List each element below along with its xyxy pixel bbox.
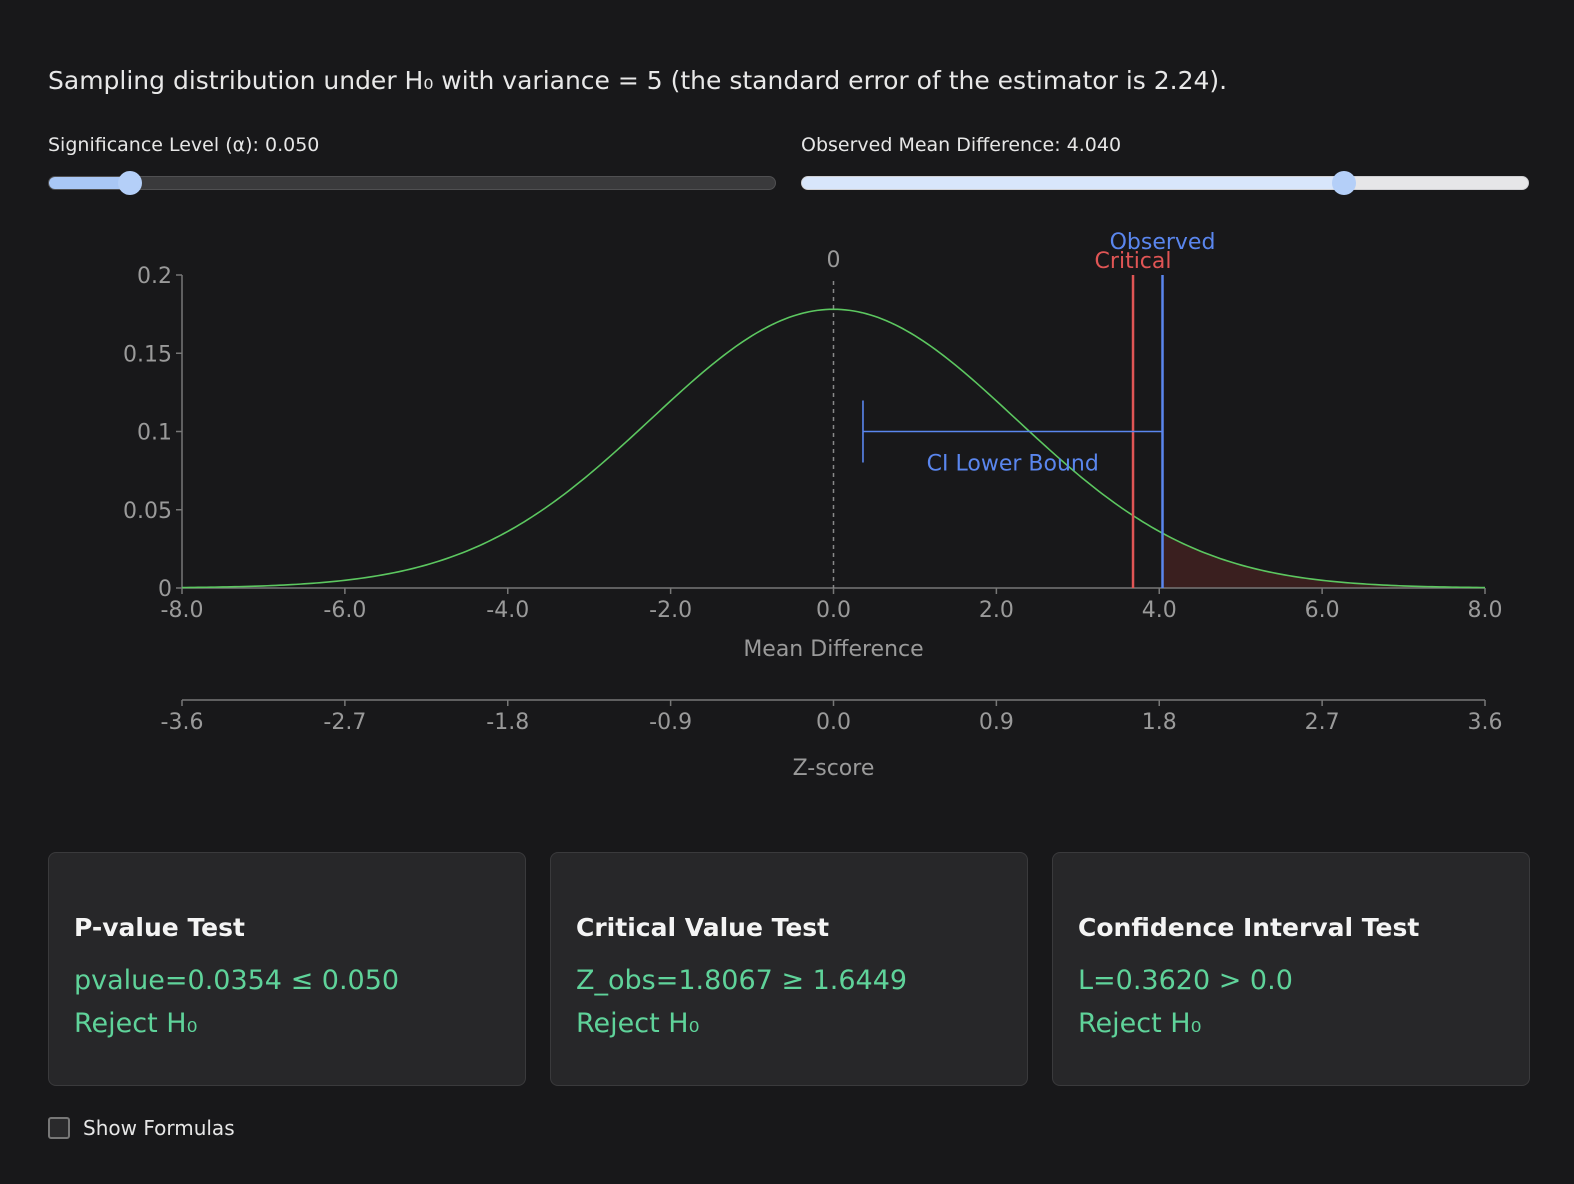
observed-slider-label: Observed Mean Difference: 4.040: [801, 134, 1122, 156]
x-tick-label: -8.0: [161, 598, 204, 623]
observed-label: Observed: [1110, 230, 1216, 255]
alpha-slider-label: Significance Level (α): 0.050: [48, 134, 320, 156]
z-tick-label: -1.8: [486, 710, 529, 735]
z-tick-label: 3.6: [1468, 710, 1503, 735]
z-axis-label: Z-score: [793, 756, 875, 781]
observed-slider[interactable]: [801, 171, 1529, 195]
card-result-value: L=0.3620 > 0.0: [1078, 965, 1293, 996]
observed-slider-group: Observed Mean Difference: 4.040: [801, 134, 1529, 195]
z-tick-label: 2.7: [1305, 710, 1340, 735]
y-tick-label: 0.1: [137, 421, 172, 446]
card-decision: Reject H₀: [74, 1008, 198, 1039]
alpha-slider[interactable]: [48, 171, 776, 195]
x-axis-label: Mean Difference: [743, 637, 923, 662]
x-tick-label: -2.0: [649, 598, 692, 623]
description-text: Sampling distribution under H₀ with vari…: [48, 66, 1228, 95]
x-tick-label: 0.0: [816, 598, 851, 623]
y-tick-label: 0.2: [137, 264, 172, 289]
z-tick-label: 1.8: [1142, 710, 1177, 735]
x-tick-label: 8.0: [1468, 598, 1503, 623]
y-tick-label: 0.05: [123, 499, 172, 524]
ci-lower-bound-label: CI Lower Bound: [927, 452, 1099, 477]
z-tick-label: -0.9: [649, 710, 692, 735]
z-tick-label: -2.7: [323, 710, 366, 735]
pvalue-test-card: P-value Test pvalue=0.0354 ≤ 0.050 Rejec…: [48, 852, 526, 1086]
y-tick-label: 0: [158, 577, 172, 602]
distribution-chart: 0 0.05 0.1 0.15 0.2 -8.0 -6.0 -4.0 -2.0 0.0 2.0 4.0…: [123, 230, 1503, 781]
card-decision: Reject H₀: [1078, 1008, 1202, 1039]
x-tick-label: 2.0: [979, 598, 1014, 623]
card-decision: Reject H₀: [576, 1008, 700, 1039]
x-tick-label: -4.0: [486, 598, 529, 623]
z-tick-label: 0.9: [979, 710, 1014, 735]
observed-slider-thumb[interactable]: [1332, 171, 1357, 195]
show-formulas-label[interactable]: Show Formulas: [83, 1116, 235, 1140]
card-title: Confidence Interval Test: [1078, 913, 1420, 942]
rejection-region-shade: [1162, 533, 1485, 588]
x-tick-label: -6.0: [323, 598, 366, 623]
x-tick-label: 4.0: [1142, 598, 1177, 623]
observed-slider-fill: [802, 177, 1345, 189]
y-tick-label: 0.15: [123, 342, 172, 367]
critical-value-test-card: Critical Value Test Z_obs=1.8067 ≥ 1.644…: [550, 852, 1028, 1086]
z-tick-label: -3.6: [161, 710, 204, 735]
mean-label: 0: [827, 248, 841, 273]
show-formulas-checkbox[interactable]: [48, 1117, 70, 1139]
density-curve: [181, 308, 1486, 589]
card-title: P-value Test: [74, 913, 245, 942]
card-title: Critical Value Test: [576, 913, 830, 942]
x-tick-label: 6.0: [1305, 598, 1340, 623]
show-formulas-row: Show Formulas: [48, 1116, 235, 1140]
alpha-slider-group: Significance Level (α): 0.050: [48, 134, 776, 195]
confidence-interval-test-card: Confidence Interval Test L=0.3620 > 0.0 …: [1052, 852, 1530, 1086]
critical-label: Critical: [1095, 249, 1172, 274]
card-result-value: Z_obs=1.8067 ≥ 1.6449: [576, 965, 908, 996]
card-result-value: pvalue=0.0354 ≤ 0.050: [74, 965, 400, 996]
z-tick-label: 0.0: [816, 710, 851, 735]
alpha-slider-fill: [49, 177, 130, 189]
alpha-slider-thumb[interactable]: [117, 171, 142, 195]
